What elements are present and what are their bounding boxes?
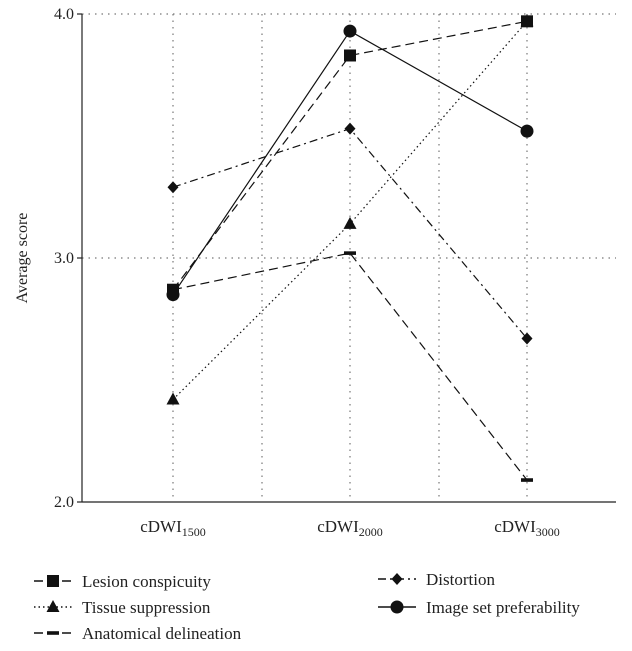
legend-item: Tissue suppression [34,598,211,617]
data-point-circle [343,24,357,38]
y-axis-title: Average score [14,213,31,304]
grid [82,13,616,502]
axes [77,13,616,503]
data-point-dash [344,251,356,255]
legend-marker-circle [390,600,404,614]
x-tick-label: cDWI1500 [140,517,206,539]
y-tick-label: 2.0 [54,494,74,511]
data-point-circle [520,124,534,138]
legend-item: Lesion conspicuity [34,572,211,591]
series-line [172,252,528,481]
legend-marker-square [47,575,59,587]
axis-labels: Average score 2.0 3.0 4.0 cDWI1500 cDWI2000 c… [14,6,560,539]
series-image-set-preferability [166,24,534,302]
legend-label: Tissue suppression [82,598,211,617]
data-point-diamond [344,122,356,135]
data-point-dash [521,478,533,482]
legend-item: Distortion [378,570,495,589]
legend-marker-triangle [46,600,60,612]
series-tissue-suppression [166,14,534,405]
legend-marker-diamond [391,573,403,585]
data-point-square [344,49,356,62]
legend-item: Anatomical delineation [34,624,242,643]
series-layer [166,14,534,482]
data-point-diamond [167,181,179,194]
series-distortion [167,122,533,345]
data-point-triangle [343,216,357,229]
series-anatomical-delineation [167,251,533,482]
legend-label: Distortion [426,570,495,589]
series-line [172,20,528,291]
y-tick-label: 4.0 [54,6,74,23]
data-point-triangle [166,392,180,405]
y-tick-label: 3.0 [54,250,74,267]
data-point-diamond [521,332,533,345]
data-point-circle [166,288,180,302]
legend: Lesion conspicuity Tissue suppression Anat… [34,570,580,643]
legend-label: Image set preferability [426,598,580,617]
legend-item: Image set preferability [378,598,580,617]
data-point-triangle [520,14,534,27]
legend-label: Lesion conspicuity [82,572,211,591]
series-line [172,20,528,400]
legend-label: Anatomical delineation [82,624,242,643]
legend-marker-dash [47,631,59,635]
x-tick-label: cDWI3000 [494,517,560,539]
x-tick-label: cDWI2000 [317,517,383,539]
